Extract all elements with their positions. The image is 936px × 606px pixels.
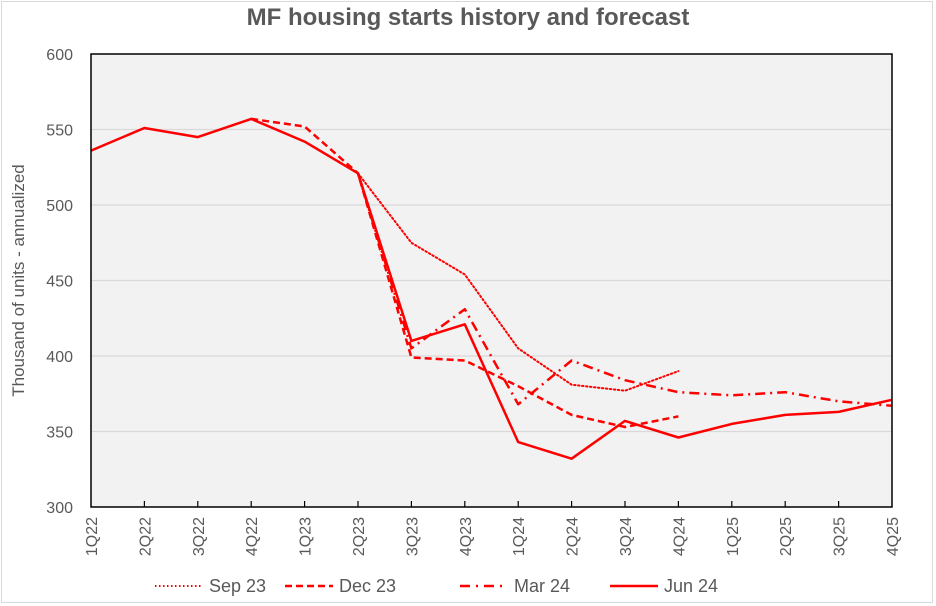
x-tick-label: 4Q23 [458,517,475,556]
x-tick-label: 3Q23 [404,517,421,556]
y-tick-label: 350 [46,425,73,442]
x-tick-label: 1Q23 [298,517,315,556]
y-tick-label: 500 [46,198,73,215]
x-tick-label: 4Q25 [885,517,902,556]
y-tick-label: 600 [46,47,73,64]
legend-item-sep-23: Sep 23 [155,576,266,596]
legend-label: Sep 23 [209,576,266,596]
x-tick-label: 2Q23 [351,517,368,556]
x-tick-label: 1Q24 [511,517,528,556]
x-tick-label: 3Q25 [832,517,849,556]
series-line-dec-23 [251,117,679,429]
chart-title: MF housing starts history and forecast [246,4,690,31]
y-tick-label: 450 [46,274,73,291]
x-tick-label: 2Q25 [778,517,795,556]
y-tick-label: 300 [46,500,73,517]
x-tick-label: 2Q24 [565,517,582,556]
x-tick-label: 4Q22 [244,517,261,556]
x-tick-label: 1Q22 [84,517,101,556]
x-tick-label: 1Q25 [725,517,742,556]
y-axis-title: Thousand of units - annualized [9,164,28,397]
legend-item-mar-24: Mar 24 [460,576,570,596]
x-tick-label: 2Q22 [137,517,154,556]
legend-label: Mar 24 [514,576,570,596]
y-tick-label: 550 [46,123,73,140]
legend-label: Jun 24 [664,576,718,596]
y-tick-label: 400 [46,349,73,366]
plot-border [90,53,893,508]
series-line-mar-24 [356,172,893,408]
series-line-jun-24 [90,117,893,460]
x-tick-label: 4Q24 [671,517,688,556]
legend-label: Dec 23 [339,576,396,596]
series-line-sep-23 [357,172,680,392]
legend-item-jun-24: Jun 24 [610,576,718,596]
x-tick-label: 3Q24 [618,517,635,556]
x-tick-label: 3Q22 [191,517,208,556]
legend-item-dec-23: Dec 23 [285,576,396,596]
